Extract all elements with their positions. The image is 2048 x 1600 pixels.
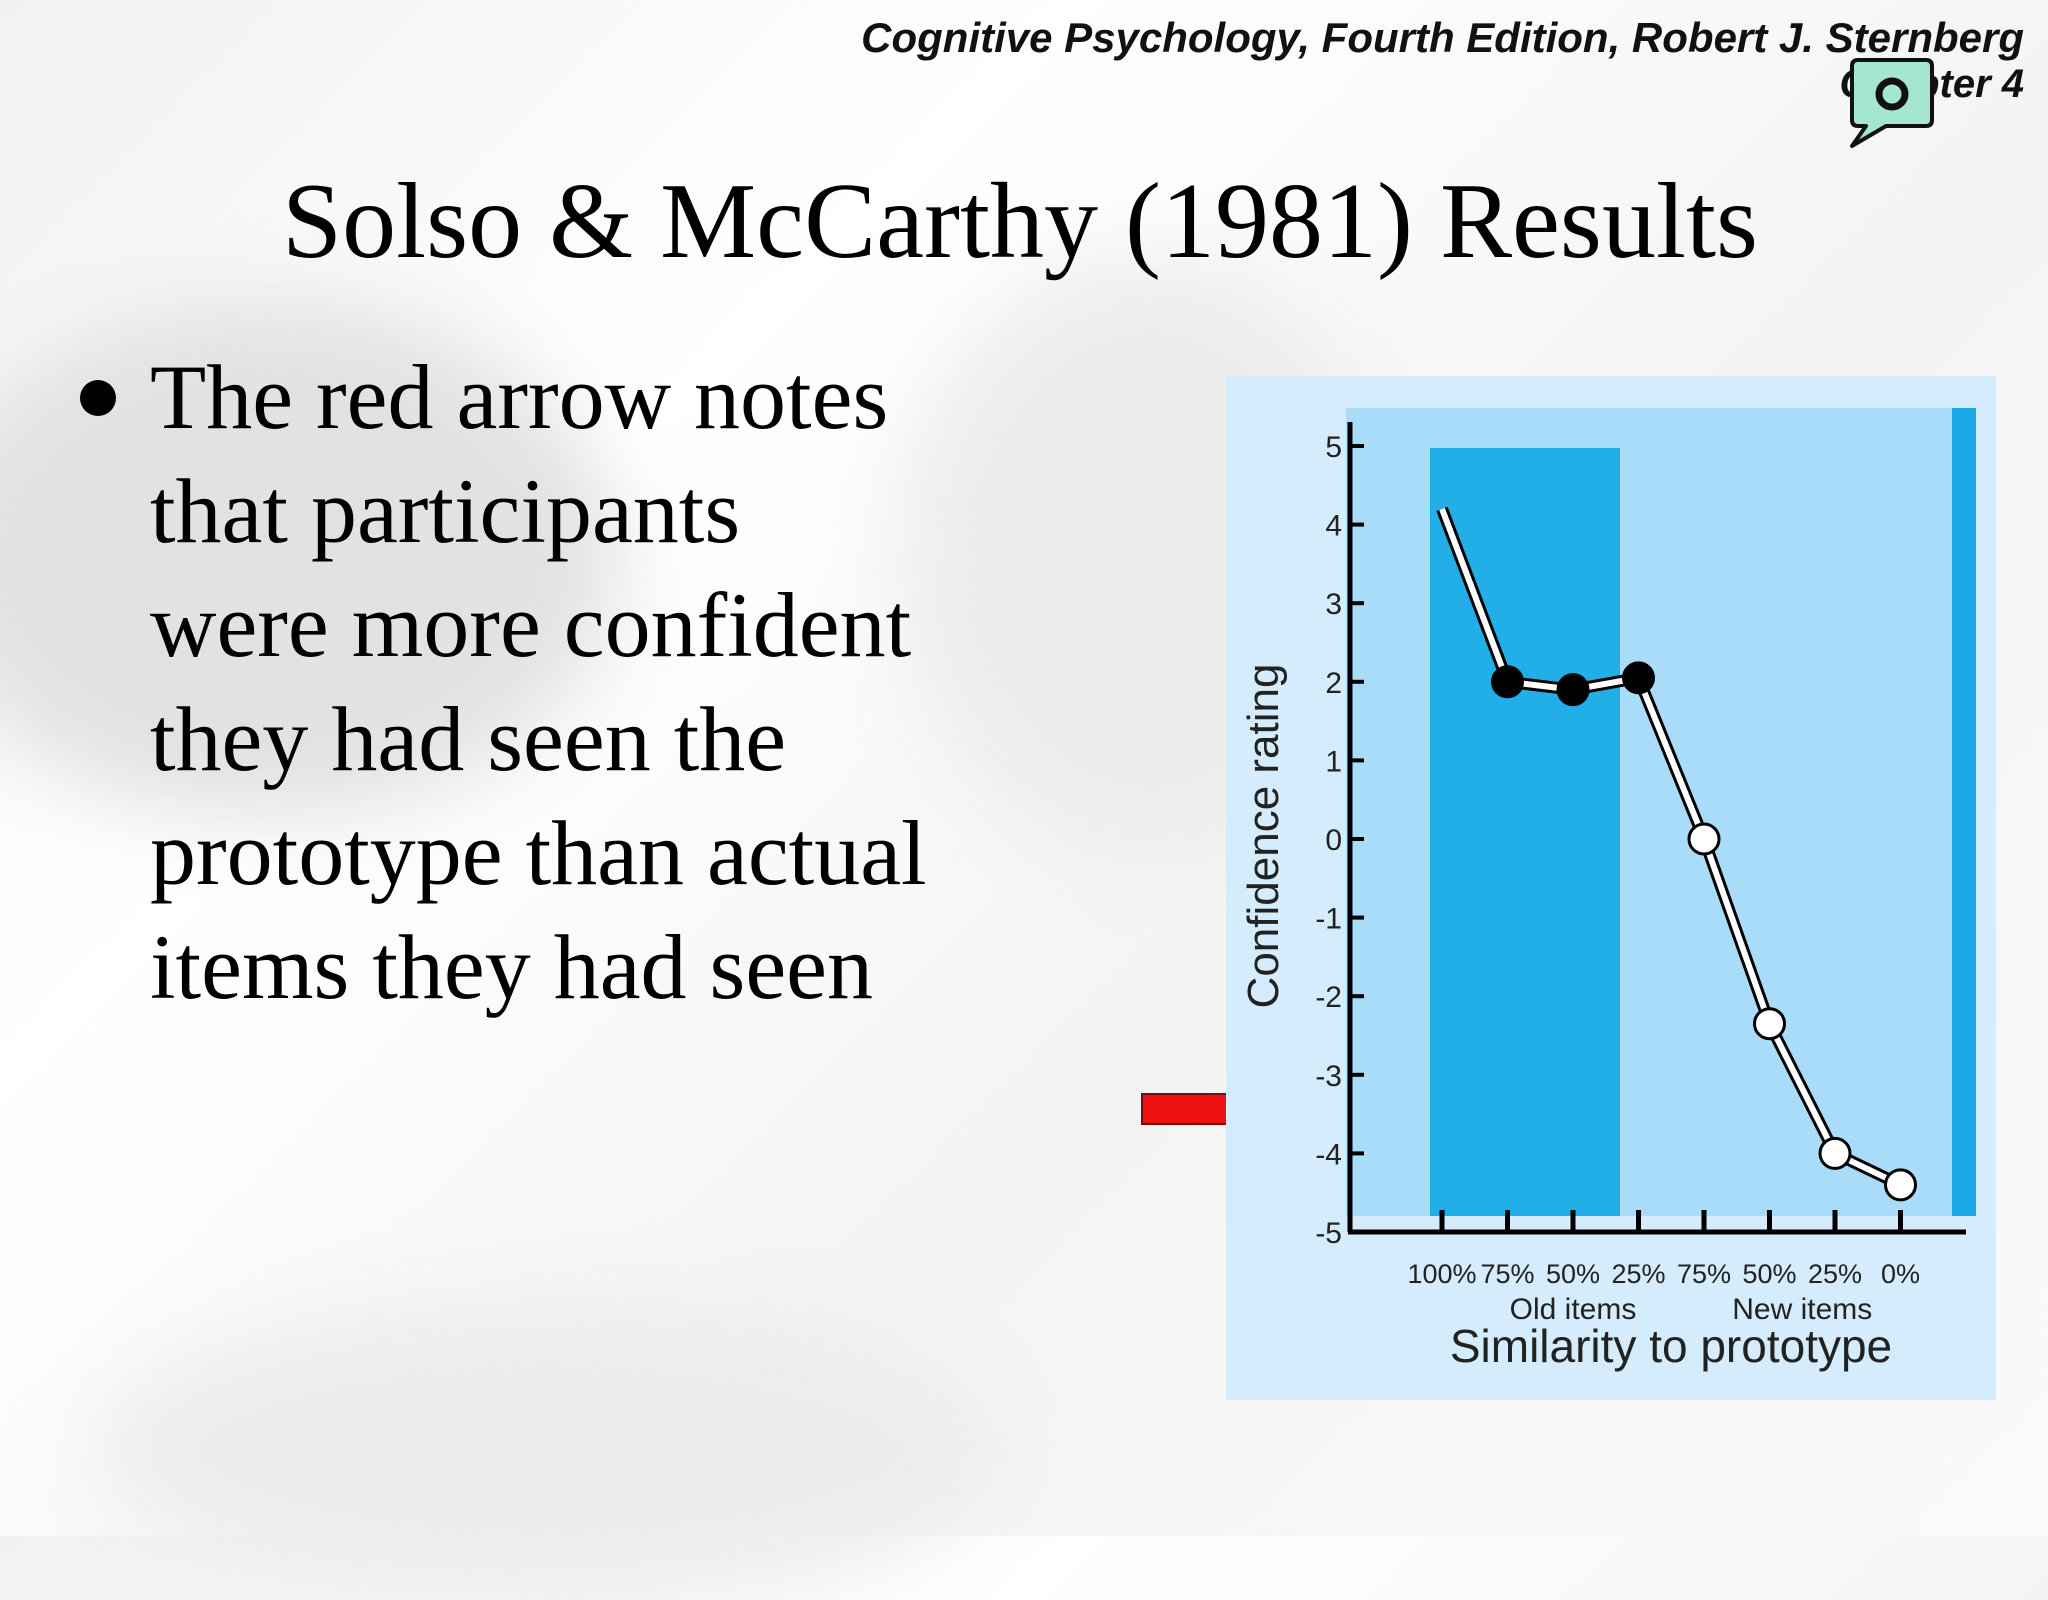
y-tick-label: -1 (1315, 903, 1342, 936)
x-tick-label: 75% (1480, 1259, 1534, 1289)
y-tick-label: 0 (1325, 824, 1342, 857)
bullet-dot (80, 380, 116, 416)
data-point (1753, 1007, 1786, 1041)
book-title: Cognitive Psychology, Fourth Edition, Ro… (861, 14, 2024, 61)
x-tick-label: 100% (1407, 1259, 1476, 1289)
x-tick-label: 50% (1742, 1259, 1796, 1289)
y-tick-label: 2 (1325, 667, 1342, 700)
y-tick-label: 1 (1325, 745, 1342, 778)
x-tick-label: 50% (1546, 1259, 1600, 1289)
data-point (1491, 665, 1524, 699)
x-tick-label: 25% (1808, 1259, 1862, 1289)
y-tick-label: 4 (1325, 510, 1342, 543)
y-tick-label: -4 (1315, 1138, 1342, 1171)
y-tick-label: 5 (1325, 431, 1342, 464)
x-tick-label: 0% (1881, 1259, 1920, 1289)
y-tick-label: -3 (1315, 1060, 1342, 1093)
slide-title: Solso & McCarthy (1981) Results (282, 162, 1758, 281)
y-tick-label: -2 (1315, 981, 1342, 1014)
x-group-label: Old items (1510, 1293, 1637, 1326)
y-tick-label: 3 (1325, 588, 1342, 621)
y-tick-label: -5 (1315, 1217, 1342, 1250)
chart-right-edge (1952, 408, 1976, 1216)
data-point (1884, 1168, 1917, 1202)
x-tick-label: 25% (1611, 1259, 1665, 1289)
data-point (1622, 661, 1655, 695)
x-group-label: New items (1732, 1293, 1872, 1326)
x-axis-label: Similarity to prototype (1450, 1320, 1892, 1372)
y-axis-label: Confidence rating (1239, 664, 1288, 1009)
bullet-item: The red arrow notes that participants we… (150, 346, 927, 1018)
data-point (1818, 1136, 1852, 1170)
data-point (1556, 673, 1590, 707)
background-shape (100, 1300, 1000, 1600)
speech-bubble-icon[interactable] (1846, 58, 1936, 150)
data-point (1687, 822, 1721, 856)
x-tick-label: 75% (1677, 1259, 1731, 1289)
